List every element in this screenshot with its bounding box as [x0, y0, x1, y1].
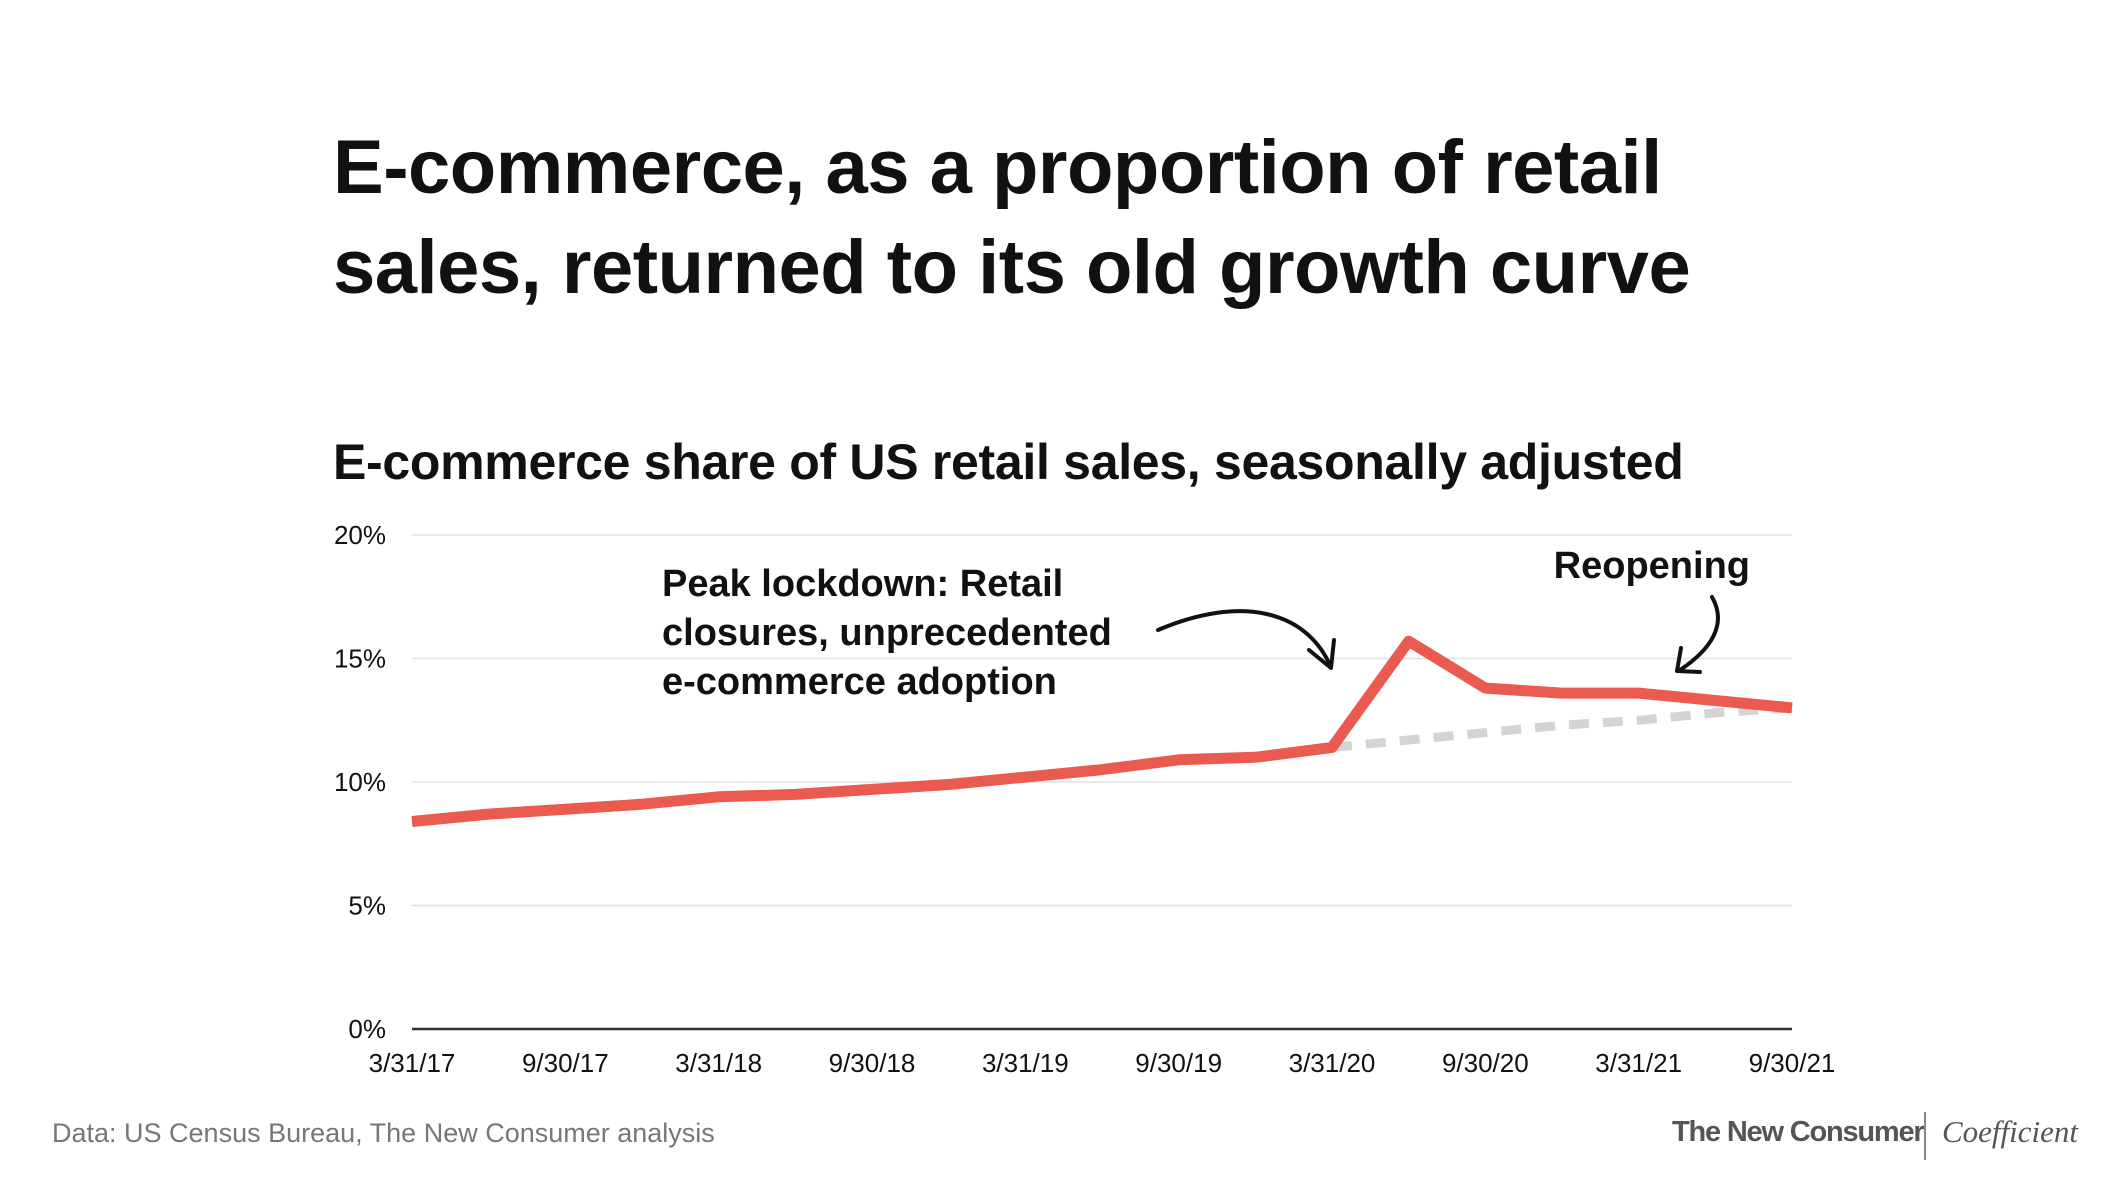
- y-axis-ticks: 0% 5% 10% 15% 20%: [334, 520, 386, 1044]
- lockdown-arrow: [1156, 609, 1332, 667]
- lockdown-annotation-line: e-commerce adoption: [662, 661, 1057, 703]
- x-tick-label: 9/30/19: [1135, 1048, 1222, 1078]
- y-tick-label: 10%: [334, 767, 386, 797]
- ecommerce-share-line: [411, 635, 1793, 827]
- x-tick-label: 3/31/17: [369, 1048, 456, 1078]
- x-axis-ticks: 3/31/17 9/30/17 3/31/18 9/30/18 3/31/19 9/30/…: [369, 1048, 1836, 1078]
- series: [411, 635, 1793, 827]
- x-tick-label: 9/30/17: [522, 1048, 609, 1078]
- lockdown-annotation-line: Peak lockdown: Retail: [662, 563, 1063, 605]
- lockdown-arrow-head: [1307, 638, 1336, 670]
- x-tick-label: 3/31/20: [1289, 1048, 1376, 1078]
- reopening-annotation: Reopening: [1554, 545, 1750, 587]
- chart-title: E-commerce share of US retail sales, sea…: [333, 434, 1684, 490]
- brand-logo-primary: The New Consumer: [1672, 1116, 1925, 1148]
- y-tick-label: 0%: [348, 1014, 386, 1044]
- x-tick-label: 9/30/21: [1749, 1048, 1836, 1078]
- y-tick-label: 20%: [334, 520, 386, 550]
- reopening-arrow: [1678, 595, 1720, 672]
- brand-divider: [1924, 1112, 1926, 1160]
- x-tick-label: 3/31/19: [982, 1048, 1069, 1078]
- annotations: Peak lockdown: Retail closures, unprecede…: [662, 545, 1750, 703]
- brand-logo-secondary: Coefficient: [1942, 1114, 2079, 1149]
- reopening-arrow-head: [1675, 646, 1702, 674]
- x-tick-label: 3/31/21: [1595, 1048, 1682, 1078]
- gridlines: [412, 534, 1792, 1031]
- x-tick-label: 9/30/20: [1442, 1048, 1529, 1078]
- y-tick-label: 5%: [348, 891, 386, 921]
- lockdown-annotation-line: closures, unprecedented: [662, 612, 1112, 654]
- source-note: Data: US Census Bureau, The New Consumer…: [52, 1118, 715, 1148]
- headline: E-commerce, as a proportion of retail sa…: [333, 125, 1691, 310]
- x-tick-label: 9/30/18: [829, 1048, 916, 1078]
- x-tick-label: 3/31/18: [675, 1048, 762, 1078]
- trend-line: [1331, 703, 1793, 752]
- y-tick-label: 15%: [334, 644, 386, 674]
